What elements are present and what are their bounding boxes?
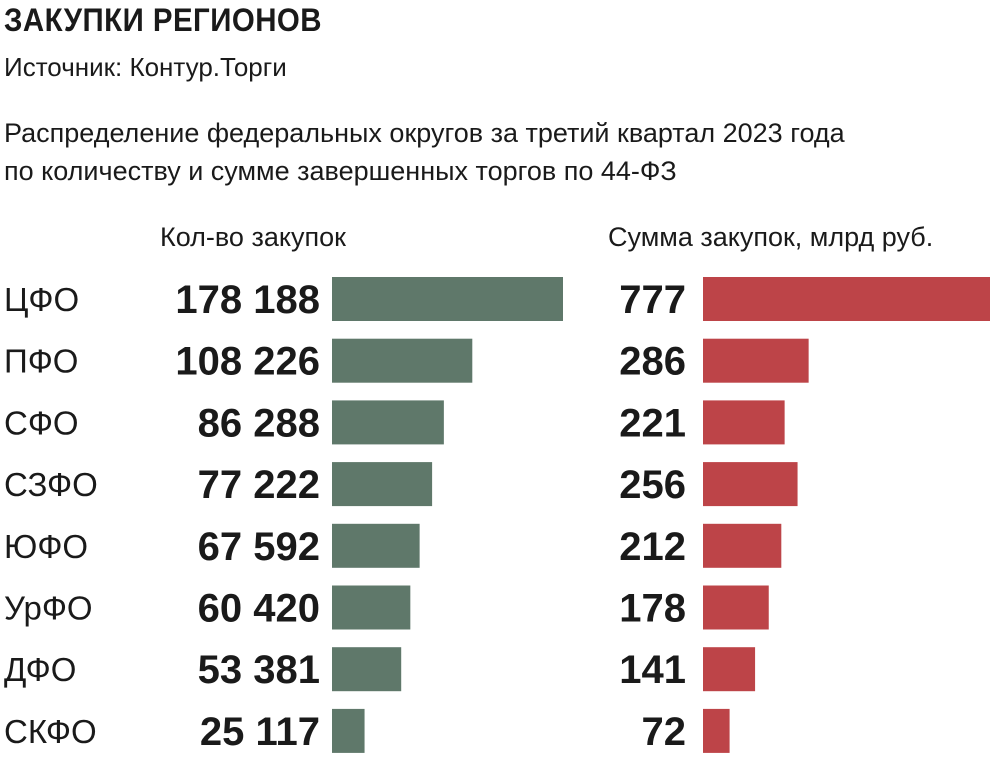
- sum-value-label: 777: [619, 278, 686, 322]
- sum-value-label: 72: [642, 710, 687, 754]
- sum-bar: [703, 708, 730, 753]
- count-bar: [332, 585, 411, 630]
- sum-value-label: 256: [619, 463, 686, 507]
- count-value-label: 77 222: [198, 463, 320, 507]
- count-value-label: 53 381: [198, 648, 320, 692]
- chart-subtitle: Распределение федеральных округов за тре…: [4, 114, 994, 190]
- count-bar: [332, 708, 365, 753]
- count-value-label: 86 288: [198, 401, 320, 445]
- sum-bar: [703, 338, 809, 383]
- region-label: СЗФО: [4, 466, 98, 503]
- sum-value-label: 212: [619, 525, 686, 569]
- subtitle-line-1: Распределение федеральных округов за тре…: [4, 118, 845, 148]
- count-bar: [332, 277, 563, 321]
- sum-bar: [703, 585, 769, 630]
- chart-source: Источник: Контур.Торги: [4, 52, 287, 82]
- sum-bar: [703, 400, 785, 445]
- count-bar: [332, 338, 473, 383]
- sum-value-label: 221: [619, 401, 686, 445]
- sum-column-header: Сумма закупок, млрд руб.: [608, 222, 934, 252]
- count-bar: [332, 523, 420, 568]
- region-label: ЮФО: [4, 528, 88, 565]
- sum-value-label: 178: [619, 587, 686, 631]
- count-value-label: 108 226: [175, 340, 320, 384]
- region-label: УрФО: [4, 590, 93, 627]
- count-bar: [332, 647, 402, 692]
- count-column-header: Кол-во закупок: [160, 222, 346, 252]
- sum-bar: [703, 277, 990, 321]
- count-value-label: 67 592: [198, 525, 320, 569]
- count-value-label: 60 420: [198, 587, 320, 631]
- region-label: ПФО: [4, 343, 78, 380]
- region-label: ДФО: [4, 651, 76, 688]
- sum-value-label: 286: [619, 340, 686, 384]
- count-value-label: 25 117: [200, 710, 320, 754]
- region-label: СФО: [4, 404, 79, 441]
- count-value-label: 178 188: [175, 278, 320, 322]
- subtitle-line-2: по количеству и сумме завершенных торгов…: [4, 156, 677, 186]
- sum-bar: [703, 523, 782, 568]
- count-bar: [332, 462, 433, 507]
- region-label: ЦФО: [4, 281, 79, 318]
- chart-title: ЗАКУПКИ РЕГИОНОВ: [4, 2, 322, 38]
- sum-bar: [703, 462, 798, 507]
- count-bar: [332, 400, 444, 445]
- region-label: СКФО: [4, 713, 97, 750]
- sum-value-label: 141: [619, 648, 686, 692]
- sum-bar: [703, 647, 756, 692]
